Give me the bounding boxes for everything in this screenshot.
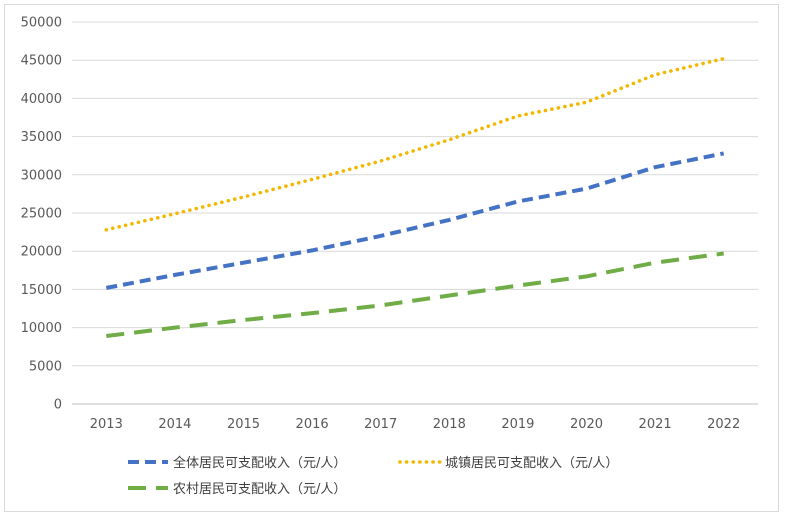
data-point — [310, 248, 315, 253]
data-point — [584, 274, 589, 279]
x-tick-label: 2013 — [90, 417, 123, 432]
series-1 — [104, 151, 726, 290]
data-point — [172, 325, 177, 330]
y-tick-label: 30000 — [21, 168, 62, 183]
data-point — [721, 56, 726, 61]
x-tick-label: 2015 — [227, 417, 260, 432]
data-point — [447, 137, 452, 142]
series-3 — [104, 251, 726, 339]
y-tick-label: 35000 — [21, 130, 62, 145]
data-point — [721, 151, 726, 156]
y-tick-label: 45000 — [21, 54, 62, 69]
data-point — [378, 303, 383, 308]
data-point — [721, 251, 726, 256]
y-tick-label: 20000 — [21, 245, 62, 260]
series-line — [105, 151, 725, 290]
data-point — [104, 227, 109, 232]
data-point — [653, 260, 658, 265]
data-point — [310, 177, 315, 182]
y-tick-label: 15000 — [21, 283, 62, 298]
data-point — [515, 113, 520, 118]
data-point — [172, 211, 177, 216]
legend-label: 农村居民可支配收入（元/人） — [173, 482, 346, 497]
data-point — [241, 317, 246, 322]
legend-label: 城镇居民可支配收入（元/人） — [445, 456, 618, 471]
chart-frame — [4, 4, 779, 512]
x-tick-label: 2019 — [501, 417, 534, 432]
x-tick-label: 2014 — [158, 417, 191, 432]
data-point — [447, 293, 452, 298]
gridlines — [72, 21, 758, 367]
data-point — [515, 283, 520, 288]
legend-item: 农村居民可支配收入（元/人） — [128, 482, 346, 497]
data-point — [653, 72, 658, 77]
x-tick-label: 2017 — [364, 417, 397, 432]
series-2 — [104, 56, 726, 232]
x-tick-label: 2016 — [296, 417, 329, 432]
data-point — [104, 285, 109, 290]
x-tick-label: 2021 — [639, 417, 672, 432]
x-tick-label: 2018 — [433, 417, 466, 432]
data-point — [447, 217, 452, 222]
data-point — [310, 311, 315, 316]
legend: 全体居民可支配收入（元/人） 城镇居民可支配收入（元/人） 农村居民可支配收入（元/… — [128, 455, 618, 497]
y-tick-label: 0 — [54, 398, 62, 413]
y-tick-label: 5000 — [29, 359, 62, 374]
data-point — [241, 260, 246, 265]
x-tick-label: 2022 — [707, 417, 740, 432]
data-point — [584, 186, 589, 191]
data-point — [653, 165, 658, 170]
y-tick-label: 40000 — [21, 92, 62, 107]
legend-label: 全体居民可支配收入（元/人） — [173, 455, 346, 471]
series-lines — [104, 56, 726, 338]
data-point — [515, 199, 520, 204]
data-point — [378, 233, 383, 238]
data-point — [172, 272, 177, 277]
y-tick-label: 50000 — [21, 16, 62, 31]
y-tick-label: 10000 — [21, 321, 62, 336]
series-line — [106, 251, 724, 338]
data-point — [241, 194, 246, 199]
y-tick-label: 25000 — [21, 207, 62, 222]
axes: 0 5000 10000 15000 20000 25000 30000 35000 40000… — [21, 16, 758, 432]
series-line — [104, 56, 726, 232]
data-point — [378, 159, 383, 164]
legend-item: 城镇居民可支配收入（元/人） — [398, 456, 618, 471]
x-tick-label: 2020 — [570, 417, 603, 432]
legend-item: 全体居民可支配收入（元/人） — [128, 455, 346, 471]
data-point — [104, 334, 109, 339]
data-point — [584, 100, 589, 105]
